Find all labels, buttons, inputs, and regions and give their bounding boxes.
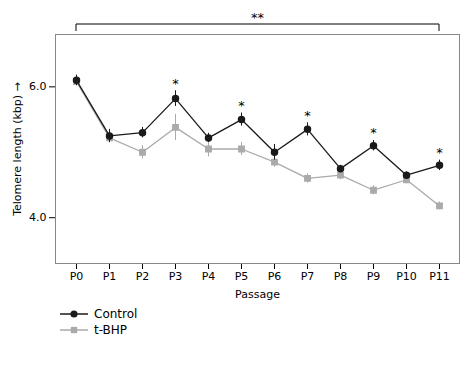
svg-text:P2: P2 — [136, 270, 150, 283]
svg-text:*: * — [436, 145, 443, 160]
svg-text:**: ** — [251, 10, 265, 25]
svg-text:P3: P3 — [169, 270, 183, 283]
svg-text:P0: P0 — [70, 270, 84, 283]
svg-text:4.0: 4.0 — [29, 211, 47, 224]
svg-text:P4: P4 — [202, 270, 216, 283]
svg-text:Passage: Passage — [235, 288, 280, 301]
svg-text:Telomere length (kbp) →: Telomere length (kbp) → — [11, 82, 24, 217]
svg-text:P1: P1 — [103, 270, 117, 283]
svg-text:P6: P6 — [268, 270, 282, 283]
html-text:Control: Control — [94, 307, 138, 321]
svg-text:P11: P11 — [429, 270, 450, 283]
svg-text:P7: P7 — [301, 270, 315, 283]
svg-text:P5: P5 — [235, 270, 249, 283]
svg-text:*: * — [370, 125, 377, 140]
svg-text:P10: P10 — [396, 270, 417, 283]
svg-text:*: * — [304, 108, 311, 123]
html-text:t-BHP: t-BHP — [94, 323, 128, 337]
svg-text:*: * — [238, 98, 245, 113]
svg-text:6.0: 6.0 — [29, 80, 47, 93]
svg-text:P8: P8 — [334, 270, 348, 283]
svg-text:P9: P9 — [367, 270, 381, 283]
svg-text:*: * — [172, 76, 179, 91]
